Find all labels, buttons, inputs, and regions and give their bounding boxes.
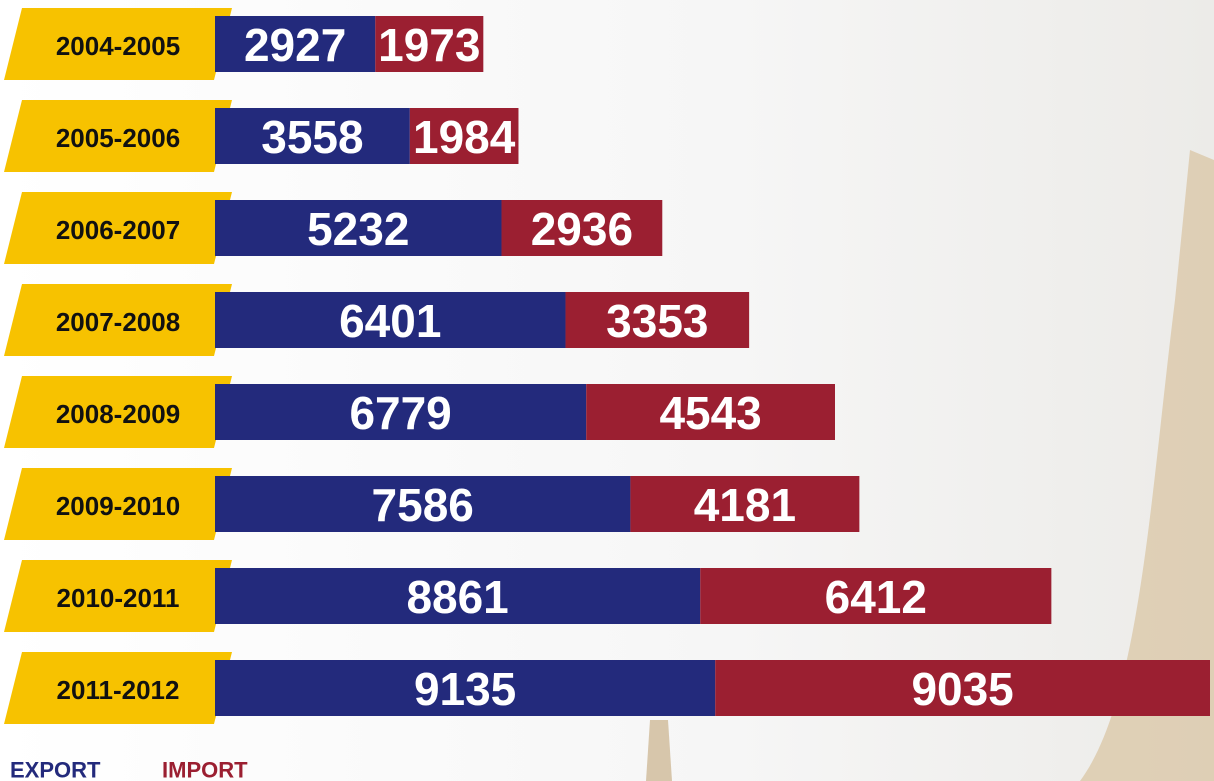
value-label: 5232 [307,203,409,255]
legend-entry: IMPORT [162,758,248,781]
category-label: 2005-2006 [56,123,180,153]
legend-entry: EXPORT [10,758,101,781]
category-label: 2010-2011 [57,583,180,613]
value-label: 8861 [406,571,508,623]
category-label: 2011-2012 [57,675,180,705]
value-label: 3353 [606,295,708,347]
value-label: 7586 [372,479,474,531]
category-label: 2004-2005 [56,31,180,61]
chart: 2004-2005 2927 1973 2005-2006 3558 1984 2006-2… [0,0,1214,781]
category-label: 2008-2009 [56,399,180,429]
value-label: 6779 [349,387,451,439]
category-label: 2009-2010 [56,491,180,521]
value-label: 1973 [378,19,480,71]
background-decoration [646,720,672,781]
value-label: 6412 [825,571,927,623]
value-label: 4181 [694,479,796,531]
value-label: 2927 [244,19,346,71]
value-label: 3558 [261,111,363,163]
value-label: 1984 [413,111,516,163]
value-label: 4543 [659,387,761,439]
category-label: 2007-2008 [56,307,180,337]
category-label: 2006-2007 [56,215,180,245]
value-label: 9035 [911,663,1013,715]
value-label: 6401 [339,295,441,347]
value-label: 2936 [531,203,633,255]
value-label: 9135 [414,663,516,715]
